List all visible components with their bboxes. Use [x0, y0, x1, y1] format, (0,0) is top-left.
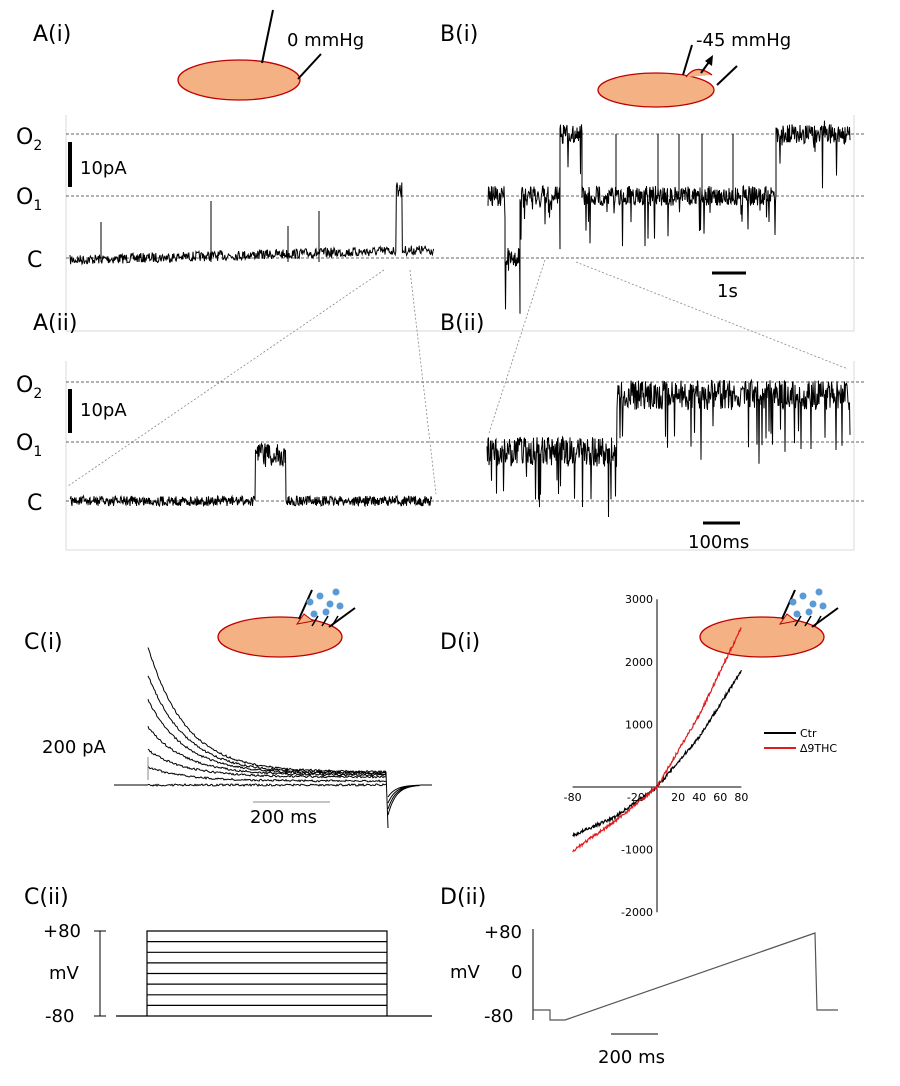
drug-flux-arrow	[794, 615, 802, 627]
d2-label-zero: 0	[511, 962, 522, 983]
cell-b1	[597, 72, 715, 108]
membrane-bleb-d1	[778, 613, 798, 625]
frame-bottom	[65, 361, 855, 551]
panel-label-a1: A(i)	[33, 22, 71, 47]
d2-unit: mV	[450, 962, 481, 983]
drug-molecule	[306, 598, 314, 606]
panel-label-c2: C(ii)	[24, 885, 69, 910]
iv-plot: -80 -20 20 40 60 80 3000 2000 1000 -1000 -2000	[564, 593, 749, 919]
trace-a2	[69, 441, 433, 508]
current-traces-c1	[114, 647, 432, 829]
drug-molecule	[819, 602, 827, 610]
suction-arrowhead-b	[705, 55, 713, 66]
panel-label-b1: B(i)	[440, 22, 478, 47]
pipette-a1-right	[297, 53, 322, 80]
drug-flux-arrow	[331, 615, 339, 627]
level-o1-bottom: O1	[16, 431, 42, 460]
level-c-bottom: C	[27, 491, 42, 516]
scalebar-100ms-label: 100ms	[688, 532, 749, 553]
membrane-bleb-b1	[685, 68, 713, 78]
c2-label-bottom: -80	[45, 1006, 74, 1027]
pressure-label-b: -45 mmHg	[696, 30, 791, 51]
iv-x-tick-label: 20	[671, 791, 685, 804]
level-c-top: C	[27, 248, 42, 273]
c2-unit: mV	[49, 963, 80, 984]
legend-label-ctr: Ctr	[800, 727, 817, 740]
drug-molecule	[326, 600, 334, 608]
iv-x-tick-label: 40	[692, 791, 706, 804]
level-o2-top: O2	[16, 125, 42, 154]
pipette-d1-left	[781, 589, 796, 620]
frame-top	[65, 115, 855, 332]
drug-molecule	[310, 610, 318, 618]
iv-x-tick-label: 60	[713, 791, 727, 804]
cell-c1	[217, 616, 343, 658]
zoom-guide-a-left	[67, 269, 385, 487]
iv-y-tick-label: -1000	[621, 844, 653, 857]
drug-flux-arrow	[311, 615, 319, 627]
step-protocol-c2	[116, 930, 432, 1017]
legend-label-thc: ∆9THC	[799, 742, 837, 755]
drug-molecule	[316, 592, 324, 600]
iv-series-thc	[572, 626, 742, 853]
trace-b1	[487, 120, 851, 314]
drug-molecule	[815, 588, 823, 596]
pressure-label-a: 0 mmHg	[287, 30, 364, 51]
drug-molecule	[332, 588, 340, 596]
trace-a1	[69, 182, 435, 266]
panel-label-d1: D(i)	[440, 630, 480, 655]
scalebar-200ms-d2-label: 200 ms	[598, 1047, 665, 1068]
pipette-b1-right	[716, 65, 738, 86]
pipette-a1-left	[261, 9, 274, 64]
iv-y-tick-label: -2000	[621, 906, 653, 919]
scalebar-10pa-label-bottom: 10pA	[80, 400, 127, 421]
panel-label-c1: C(i)	[24, 630, 63, 655]
zoom-guide-b-left	[488, 259, 546, 434]
drug-flux-arrow	[804, 615, 812, 627]
zoom-guide-b-right	[575, 261, 849, 370]
cell-a1	[177, 59, 301, 101]
pipette-c1-left	[298, 589, 313, 620]
level-o2-bottom: O2	[16, 373, 42, 402]
suction-arrow-b	[700, 61, 710, 74]
scalebar-200ms-c1-label: 200 ms	[250, 807, 317, 828]
iv-x-tick-label: -20	[627, 791, 645, 804]
iv-y-tick-label: 1000	[625, 718, 653, 731]
scalebar-10pa-label-top: 10pA	[80, 158, 127, 179]
drug-molecule	[322, 608, 330, 616]
iv-y-tick-label: 3000	[625, 593, 653, 606]
drug-molecule	[789, 598, 797, 606]
panel-label-d2: D(ii)	[440, 885, 486, 910]
scalebar-200pa-label: 200 pA	[42, 737, 107, 758]
ramp-protocol-d2	[533, 932, 838, 1021]
drug-flux-arrow	[814, 615, 822, 627]
cell-d1	[699, 616, 825, 658]
drug-molecules-d1	[789, 588, 827, 627]
drug-molecule	[336, 602, 344, 610]
iv-x-tick-label: 80	[734, 791, 748, 804]
pipette-b1-left	[682, 44, 693, 76]
drug-molecule	[793, 610, 801, 618]
membrane-bleb-c1	[295, 613, 315, 625]
trace-b2	[486, 378, 851, 518]
d2-label-bottom: -80	[484, 1006, 513, 1027]
scalebar-1s-label: 1s	[717, 281, 738, 302]
drug-molecule	[805, 608, 813, 616]
level-o1-top: O1	[16, 185, 42, 214]
d2-label-top: +80	[484, 922, 522, 943]
c2-label-top: +80	[43, 921, 81, 942]
drug-flux-arrow	[321, 615, 329, 627]
drug-molecules-c1	[306, 588, 344, 627]
drug-molecule	[809, 600, 817, 608]
iv-y-tick-label: 2000	[625, 656, 653, 669]
panel-label-a2: A(ii)	[33, 311, 77, 336]
iv-x-tick-label: -80	[564, 791, 582, 804]
drug-molecule	[799, 592, 807, 600]
panel-label-b2: B(ii)	[440, 311, 484, 336]
